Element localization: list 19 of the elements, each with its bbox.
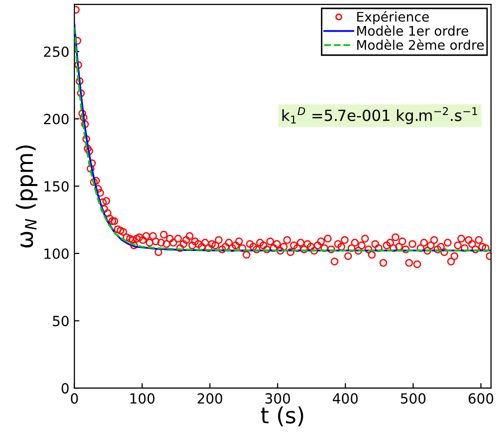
legend-label: Expérience bbox=[357, 11, 429, 24]
y-tick-label: 150 bbox=[44, 181, 69, 192]
x-tick-label: 200 bbox=[198, 393, 222, 404]
x-tick-label: 400 bbox=[332, 393, 358, 404]
y-tick-label: 50 bbox=[52, 316, 69, 326]
y-tick-label: 100 bbox=[44, 248, 69, 259]
y-tick-label: 200 bbox=[44, 114, 69, 124]
x-tick-label: 100 bbox=[130, 393, 154, 404]
legend-label: Modèle 2ème ordre bbox=[357, 39, 484, 50]
annotation: k$_{1}$$^{D}$ =5.7e-001 kg.m$^{−2}$.s$^{−1}$ bbox=[282, 107, 478, 124]
x-axis-title: t (s) bbox=[260, 406, 304, 426]
x-tick-label: 500 bbox=[400, 393, 426, 404]
x-tick-label: 600 bbox=[468, 393, 494, 404]
legend-label: Modèle 1er ordre bbox=[357, 25, 468, 36]
y-tick-label: 0 bbox=[62, 383, 69, 394]
y-tick-label: 250 bbox=[44, 46, 69, 57]
x-tick-label: 0 bbox=[70, 393, 78, 404]
x-tick-label: 300 bbox=[265, 393, 290, 404]
y-axis-title: ω$_{N}$ (ppm) bbox=[16, 145, 38, 248]
